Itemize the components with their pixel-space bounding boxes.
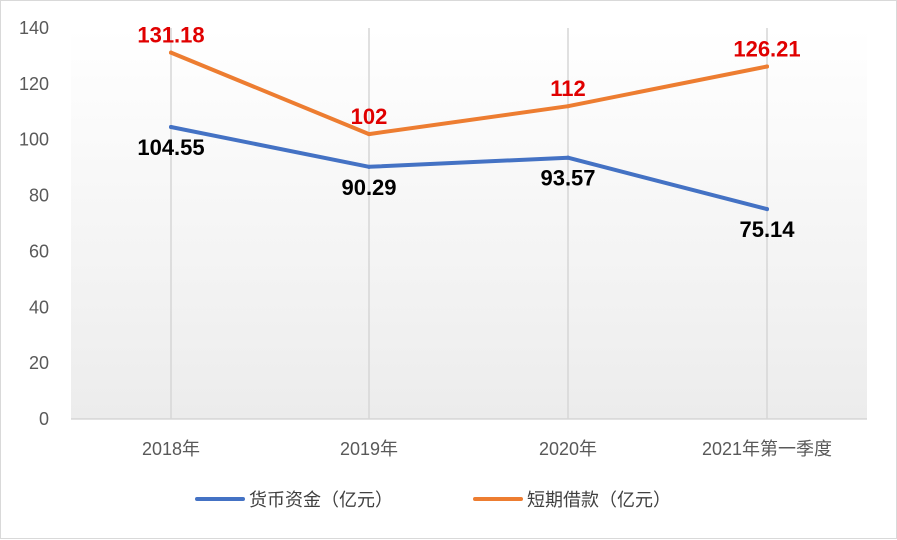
data-label: 104.55 (137, 135, 204, 160)
y-tick-label: 60 (29, 241, 49, 261)
data-label: 126.21 (733, 37, 800, 62)
series-point-2 (566, 104, 570, 109)
data-label: 131.18 (137, 23, 204, 48)
series-line-2 (169, 50, 769, 137)
y-tick-label: 100 (19, 130, 49, 150)
y-tick-label: 0 (39, 409, 49, 429)
data-label: 90.29 (341, 175, 396, 200)
y-tick-label: 20 (29, 353, 49, 373)
data-label: 112 (550, 76, 586, 101)
data-labels: 104.55 90.29 93.57 75.14 131.18 102 112 126.21 (137, 23, 800, 243)
legend-label-2: 短期借款（亿元） (527, 490, 671, 511)
x-tick-label: 2021年第一季度 (702, 439, 832, 459)
series-point-2 (765, 64, 769, 69)
plot-area (71, 28, 867, 419)
series-point-1 (169, 125, 173, 130)
x-tick-label: 2019年 (340, 439, 398, 459)
data-label: 102 (351, 104, 388, 129)
y-tick-label: 80 (29, 186, 49, 206)
series-point-2 (367, 132, 371, 137)
legend-label-1: 货币资金（亿元） (249, 490, 393, 511)
series-point-1 (367, 164, 371, 169)
series-line-1 (169, 125, 769, 212)
x-tick-label: 2018年 (142, 439, 200, 459)
series-point-2 (169, 50, 173, 55)
y-tick-label: 140 (19, 18, 49, 38)
y-tick-label: 120 (19, 74, 49, 94)
y-axis-ticks: 0 20 40 60 80 100 120 140 (19, 18, 49, 429)
series-lines (169, 50, 769, 212)
series-point-1 (566, 155, 570, 160)
legend: 货币资金（亿元） 短期借款（亿元） (195, 490, 671, 511)
gridlines (71, 28, 867, 420)
series-point-1 (765, 207, 769, 212)
x-axis-ticks: 2018年 2019年 2020年 2021年第一季度 (142, 439, 832, 459)
data-label: 75.14 (739, 217, 795, 242)
x-tick-label: 2020年 (539, 439, 597, 459)
y-tick-label: 40 (29, 297, 49, 317)
data-label: 93.57 (540, 166, 595, 191)
